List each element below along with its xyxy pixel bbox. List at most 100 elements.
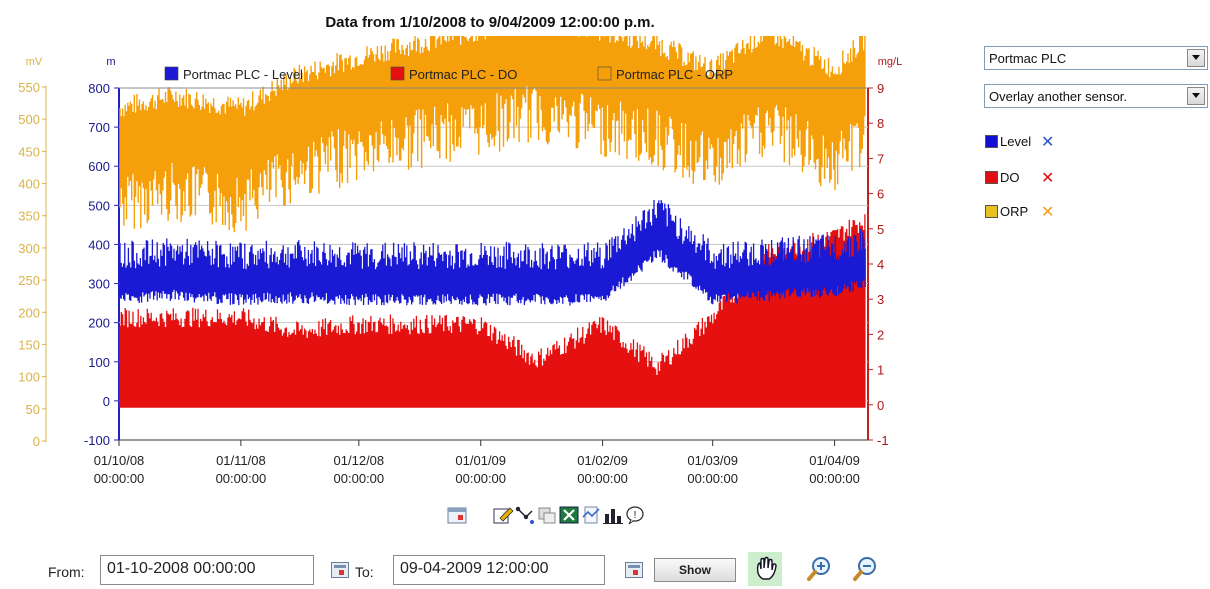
bar-chart-icon[interactable] xyxy=(602,504,624,526)
series-level xyxy=(119,200,866,306)
level-swatch xyxy=(985,135,998,148)
level-tick-label: 700 xyxy=(88,120,110,135)
x-tick-date: 01/02/09 xyxy=(577,453,628,468)
legend-swatch xyxy=(164,66,179,81)
from-calendar-icon[interactable] xyxy=(331,562,349,578)
orp-tick-label: 500 xyxy=(18,112,40,127)
series-label: DO xyxy=(1000,170,1020,185)
orp-axis-unit: mV xyxy=(26,56,43,68)
legend-label: Portmac PLC - ORP xyxy=(616,67,733,82)
orp-tick-label: 550 xyxy=(18,80,40,95)
show-button[interactable]: Show xyxy=(654,558,736,582)
orp-tick-label: 200 xyxy=(18,305,40,320)
overlay-select-value: Overlay another sensor. xyxy=(989,89,1128,104)
x-tick-date: 01/01/09 xyxy=(455,453,506,468)
level-axis-unit: m xyxy=(106,56,115,68)
series-item-level: Level ✕ xyxy=(985,132,1054,151)
series-item-orp: ORP ✕ xyxy=(985,202,1054,221)
do-tick-label: 1 xyxy=(877,363,884,378)
to-label: To: xyxy=(355,564,374,580)
level-tick-label: 800 xyxy=(88,81,110,96)
x-axis: 01/10/08 00:00:00 01/11/08 00:00:00 01/12/08… xyxy=(94,440,860,486)
orp-tick-label: 50 xyxy=(26,402,40,417)
level-tick-label: 600 xyxy=(88,159,110,174)
x-tick-time: 00:00:00 xyxy=(94,471,145,486)
copy-icon[interactable] xyxy=(536,504,558,526)
do-tick-label: 9 xyxy=(877,81,884,96)
calendar-icon[interactable] xyxy=(446,504,468,526)
sensor-select[interactable]: Portmac PLC xyxy=(984,46,1208,70)
legend-label: Portmac PLC - Level xyxy=(183,67,303,82)
do-axis: 9 8 7 6 5 4 3 2 1 0 -1 xyxy=(867,81,889,448)
overlay-sensor-select[interactable]: Overlay another sensor. xyxy=(984,84,1208,108)
level-tick-label: 200 xyxy=(88,316,110,331)
orp-tick-label: 400 xyxy=(18,177,40,192)
series-label: Level xyxy=(1000,134,1032,149)
legend-label: Portmac PLC - DO xyxy=(409,67,517,82)
legend-swatch xyxy=(390,66,405,81)
chart-legend: Portmac PLC - Level Portmac PLC - DO Portm… xyxy=(164,66,733,82)
remove-do-icon[interactable]: ✕ xyxy=(1041,168,1055,187)
orp-tick-label: 350 xyxy=(18,209,40,224)
report-icon[interactable] xyxy=(580,504,602,526)
x-tick-date: 01/04/09 xyxy=(809,453,860,468)
do-tick-label: 0 xyxy=(877,398,884,413)
do-tick-label: 5 xyxy=(877,222,884,237)
do-tick-label: 7 xyxy=(877,151,884,166)
pan-hand-icon[interactable] xyxy=(748,552,782,586)
chevron-down-icon xyxy=(1187,49,1205,67)
level-tick-label: 300 xyxy=(88,277,110,292)
plot-series xyxy=(119,36,866,408)
do-tick-label: -1 xyxy=(877,433,889,448)
zoom-in-icon[interactable] xyxy=(802,552,836,586)
series-item-do: DO ✕ xyxy=(985,168,1054,187)
remove-level-icon[interactable]: ✕ xyxy=(1041,132,1055,151)
x-tick-time: 00:00:00 xyxy=(687,471,738,486)
do-swatch xyxy=(985,171,998,184)
orp-tick-label: 450 xyxy=(18,144,40,159)
do-tick-label: 2 xyxy=(877,327,884,342)
level-axis: 800 700 600 500 400 300 200 100 0 -100 xyxy=(84,81,120,448)
level-tick-label: 400 xyxy=(88,237,110,252)
connect-points-icon[interactable] xyxy=(514,504,536,526)
do-tick-label: 8 xyxy=(877,116,884,131)
level-tick-label: 0 xyxy=(103,394,110,409)
comment-icon[interactable]: ! xyxy=(624,504,646,526)
legend-swatch xyxy=(597,66,612,81)
from-date-input[interactable]: 01-10-2008 00:00:00 xyxy=(100,555,314,585)
orp-tick-label: 150 xyxy=(18,337,40,352)
zoom-out-icon[interactable] xyxy=(848,552,882,586)
orp-tick-label: 250 xyxy=(18,273,40,288)
orp-tick-label: 100 xyxy=(18,370,40,385)
do-tick-label: 4 xyxy=(877,257,884,272)
x-tick-date: 01/03/09 xyxy=(687,453,738,468)
sensor-select-value: Portmac PLC xyxy=(989,51,1067,66)
to-date-input[interactable]: 09-04-2009 12:00:00 xyxy=(393,555,605,585)
x-tick-time: 00:00:00 xyxy=(809,471,860,486)
do-tick-label: 6 xyxy=(877,187,884,202)
remove-orp-icon[interactable]: ✕ xyxy=(1041,202,1055,221)
plot-frame xyxy=(119,87,868,441)
series-do xyxy=(119,214,866,408)
orp-swatch xyxy=(985,205,998,218)
chevron-down-icon xyxy=(1187,87,1205,105)
to-calendar-icon[interactable] xyxy=(625,562,643,578)
series-orp xyxy=(119,36,866,233)
chart-title: Data from 1/10/2008 to 9/04/2009 12:00:0… xyxy=(325,14,655,31)
orp-tick-label: 0 xyxy=(33,434,40,449)
x-tick-time: 00:00:00 xyxy=(216,471,267,486)
do-axis-unit: mg/L xyxy=(878,56,902,68)
x-tick-time: 00:00:00 xyxy=(577,471,628,486)
series-label: ORP xyxy=(1000,204,1029,219)
x-tick-time: 00:00:00 xyxy=(455,471,506,486)
edit-icon[interactable] xyxy=(492,504,514,526)
x-tick-date: 01/11/08 xyxy=(216,453,266,468)
level-tick-label: -100 xyxy=(84,433,110,448)
orp-tick-label: 300 xyxy=(18,241,40,256)
level-tick-label: 500 xyxy=(88,198,110,213)
excel-export-icon[interactable] xyxy=(558,504,580,526)
x-tick-date: 01/10/08 xyxy=(94,453,145,468)
from-label: From: xyxy=(48,564,85,580)
